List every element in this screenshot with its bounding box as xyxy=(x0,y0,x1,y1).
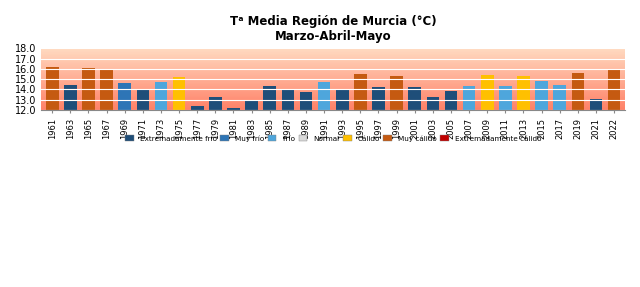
Bar xyxy=(463,86,476,110)
Bar xyxy=(42,49,625,50)
Bar xyxy=(100,70,113,110)
Bar xyxy=(300,92,312,110)
Bar xyxy=(155,82,167,110)
Bar xyxy=(42,56,625,57)
Bar xyxy=(42,97,625,98)
Bar xyxy=(245,101,258,110)
Bar xyxy=(42,68,625,69)
Bar xyxy=(42,79,625,80)
Bar xyxy=(42,76,625,77)
Bar xyxy=(426,96,439,110)
Bar xyxy=(390,76,403,110)
Bar xyxy=(42,99,625,100)
Bar xyxy=(42,84,625,85)
Bar xyxy=(42,96,625,97)
Bar xyxy=(554,85,566,110)
Bar xyxy=(42,50,625,51)
Bar xyxy=(42,80,625,81)
Bar xyxy=(64,85,77,110)
Bar xyxy=(191,106,204,110)
Bar xyxy=(42,58,625,59)
Bar xyxy=(535,81,548,110)
Bar xyxy=(42,88,625,89)
Bar xyxy=(445,92,458,110)
Bar xyxy=(608,69,620,110)
Bar xyxy=(46,67,59,110)
Bar xyxy=(42,54,625,55)
Bar xyxy=(42,108,625,109)
Bar xyxy=(354,74,367,110)
Bar xyxy=(42,61,625,62)
Bar xyxy=(227,108,240,110)
Bar xyxy=(42,72,625,73)
Bar xyxy=(42,57,625,58)
Bar xyxy=(42,75,625,76)
Bar xyxy=(42,102,625,103)
Bar xyxy=(42,77,625,78)
Bar xyxy=(336,89,349,110)
Bar xyxy=(42,95,625,96)
Bar xyxy=(42,69,625,70)
Bar xyxy=(42,93,625,94)
Bar xyxy=(42,103,625,104)
Bar xyxy=(42,81,625,82)
Bar xyxy=(42,63,625,64)
Bar xyxy=(42,64,625,65)
Bar xyxy=(118,83,131,110)
Bar xyxy=(42,59,625,60)
Bar xyxy=(42,67,625,68)
Bar xyxy=(408,87,421,110)
Bar xyxy=(42,107,625,108)
Bar xyxy=(42,65,625,66)
Bar xyxy=(499,86,512,110)
Bar xyxy=(318,82,330,110)
Bar xyxy=(42,74,625,75)
Bar xyxy=(282,89,294,110)
Bar xyxy=(42,62,625,63)
Bar xyxy=(42,53,625,54)
Bar xyxy=(136,90,149,110)
Bar xyxy=(481,75,493,110)
Bar xyxy=(42,92,625,93)
Bar xyxy=(42,109,625,110)
Bar xyxy=(42,91,625,92)
Bar xyxy=(42,106,625,107)
Bar xyxy=(82,68,95,110)
Bar xyxy=(42,86,625,87)
Bar xyxy=(42,51,625,52)
Bar xyxy=(42,82,625,83)
Bar xyxy=(42,48,625,49)
Bar xyxy=(42,55,625,56)
Bar xyxy=(42,105,625,106)
Bar xyxy=(517,76,530,110)
Bar xyxy=(572,73,584,110)
Bar xyxy=(42,87,625,88)
Bar xyxy=(42,78,625,79)
Bar xyxy=(42,66,625,67)
Bar xyxy=(42,83,625,84)
Bar xyxy=(264,86,276,110)
Bar xyxy=(42,98,625,99)
Bar xyxy=(42,71,625,72)
Bar xyxy=(42,94,625,95)
Bar xyxy=(589,99,602,110)
Bar xyxy=(209,96,221,110)
Bar xyxy=(42,90,625,91)
Legend: Extremadamente frío, Muy frío, Frío, Normal, Cálido, Muy cálido, Extremadamente : Extremadamente frío, Muy frío, Frío, Nor… xyxy=(122,132,544,144)
Bar xyxy=(42,104,625,105)
Title: Tᵃ Media Región de Murcia (°C)
Marzo-Abril-Mayo: Tᵃ Media Región de Murcia (°C) Marzo-Abr… xyxy=(230,15,436,43)
Bar xyxy=(42,89,625,90)
Bar xyxy=(42,60,625,61)
Bar xyxy=(42,101,625,102)
Bar xyxy=(42,52,625,53)
Bar xyxy=(42,85,625,86)
Bar xyxy=(42,100,625,101)
Bar xyxy=(42,70,625,71)
Bar xyxy=(42,73,625,74)
Bar xyxy=(372,87,385,110)
Bar xyxy=(173,77,186,110)
